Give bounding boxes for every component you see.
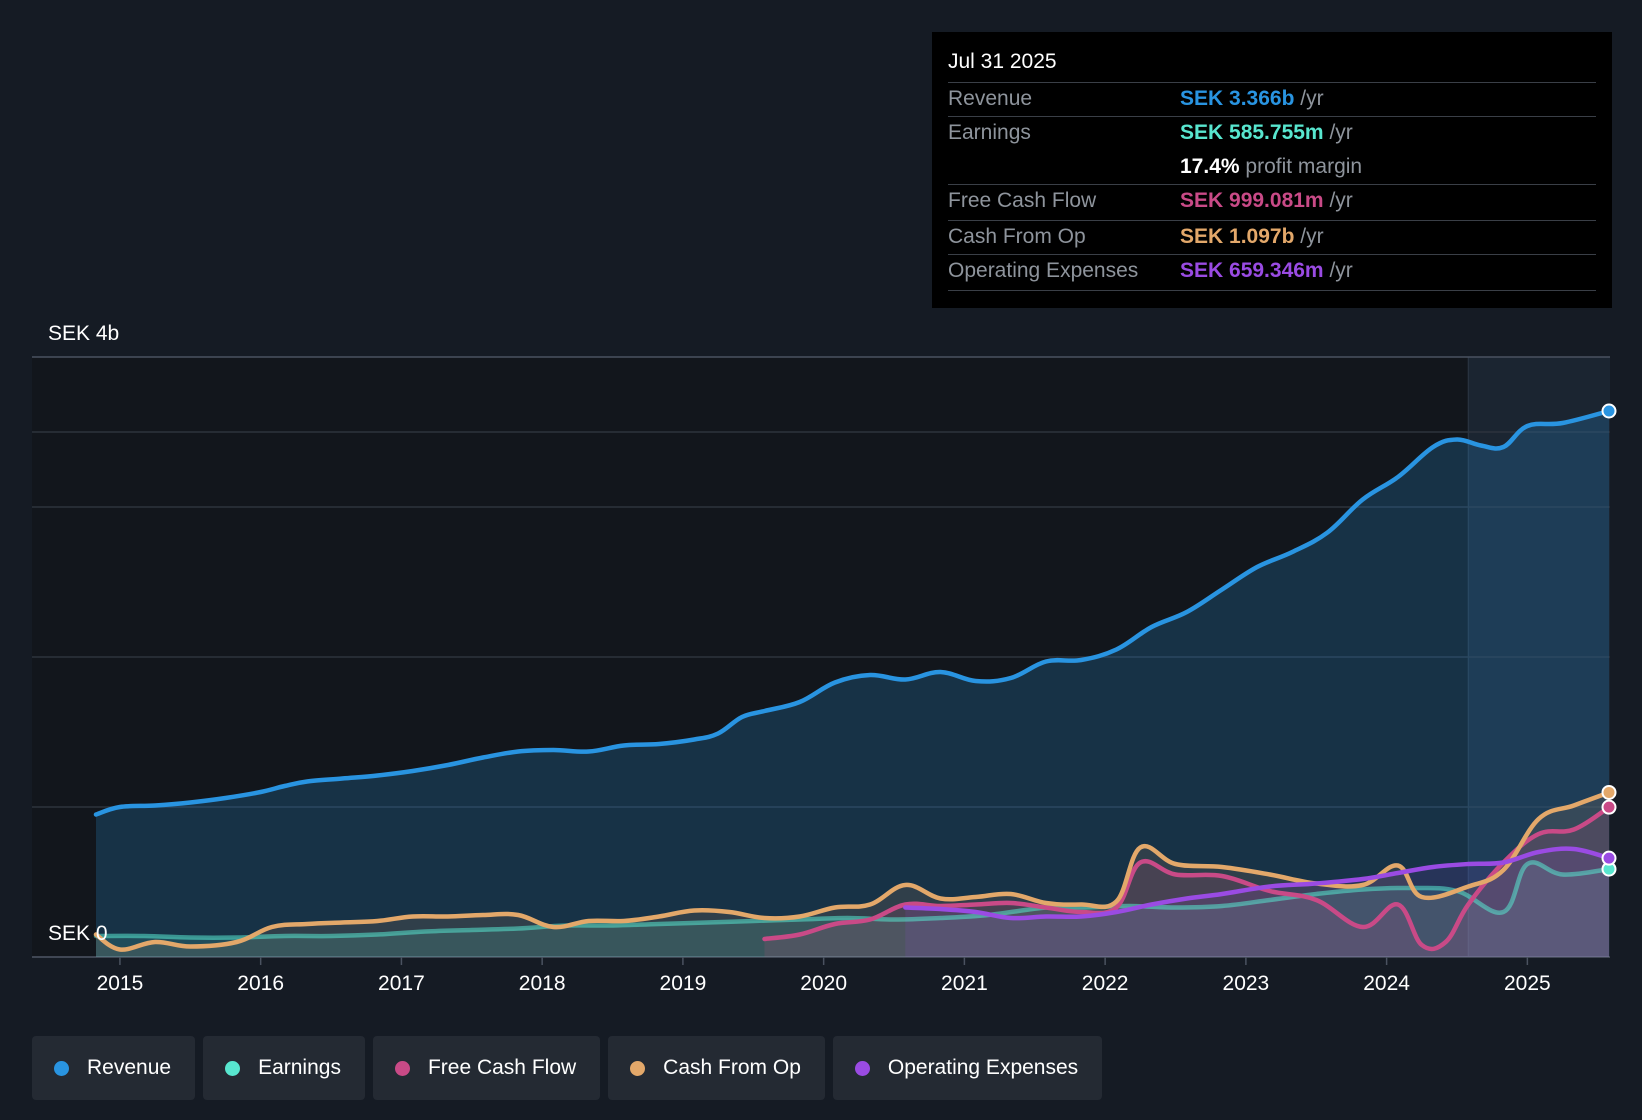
series-end-markers (1601, 403, 1617, 877)
tooltip-label: Revenue (948, 87, 1033, 110)
legend-label: Revenue (87, 1056, 172, 1079)
tooltip-row-revenue: Revenue SEK 3.366b /yr (948, 82, 1596, 115)
legend-dot-icon (394, 1060, 410, 1076)
tooltip-label: Earnings (948, 121, 1031, 144)
legend-dot-icon (225, 1060, 241, 1076)
legend-item-operating-expenses[interactable]: Operating Expenses (832, 1036, 1103, 1100)
tooltip-label: Operating Expenses (948, 259, 1139, 282)
legend-label: Operating Expenses (887, 1056, 1079, 1079)
end-marker-operating-expenses (1601, 850, 1617, 866)
x-tick-label: 2016 (237, 972, 284, 995)
x-tick-label: 2024 (1363, 972, 1410, 995)
tooltip-label: Free Cash Flow (948, 189, 1097, 212)
y-axis-zero-label: SEK 0 (48, 922, 108, 945)
gridlines (32, 356, 1610, 958)
x-axis-ticks: 2015 2016 2017 2018 2019 2020 2021 2022 2023 2024… (97, 957, 1551, 995)
tooltip-value: SEK 659.346m /yr (1180, 259, 1353, 282)
x-tick-label: 2020 (800, 972, 847, 995)
legend-item-revenue[interactable]: Revenue (32, 1036, 196, 1100)
tooltip-row-free-cash-flow: Free Cash Flow SEK 999.081m /yr (948, 184, 1596, 217)
x-tick-label: 2021 (941, 972, 988, 995)
tooltip-label: Cash From Op (948, 225, 1086, 248)
legend-dot-icon (854, 1060, 870, 1076)
tooltip-value: SEK 3.366b /yr (1180, 87, 1324, 110)
legend: Revenue Earnings Free Cash Flow Cash Fro… (32, 1036, 1103, 1100)
legend-dot-icon (54, 1060, 69, 1076)
tooltip-row-cash-from-op: Cash From Op SEK 1.097b /yr (948, 220, 1596, 253)
end-marker-revenue (1601, 403, 1617, 419)
x-tick-label: 2025 (1504, 972, 1551, 995)
series-lines (93, 408, 1612, 952)
x-tick-label: 2022 (1082, 972, 1129, 995)
line-free-cash-flow (762, 804, 1612, 952)
tooltip-value: SEK 999.081m /yr (1180, 189, 1353, 212)
tooltip-value: SEK 585.755m /yr (1180, 121, 1353, 144)
x-tick-label: 2015 (97, 972, 144, 995)
legend-label: Cash From Op (663, 1056, 801, 1079)
legend-item-free-cash-flow[interactable]: Free Cash Flow (372, 1036, 601, 1100)
line-operating-expenses (903, 846, 1612, 921)
tooltip-row-operating-expenses: Operating Expenses SEK 659.346m /yr (948, 254, 1596, 287)
legend-item-earnings[interactable]: Earnings (203, 1036, 365, 1100)
area-free-cash-flow (764, 807, 1609, 957)
x-tick-label: 2023 (1223, 972, 1270, 995)
y-axis-top-label: SEK 4b (48, 322, 119, 345)
line-revenue (93, 408, 1612, 817)
legend-item-cash-from-op[interactable]: Cash From Op (608, 1036, 825, 1100)
x-tick-label: 2017 (378, 972, 425, 995)
legend-dot-icon (630, 1060, 646, 1076)
tooltip-row-earnings: Earnings SEK 585.755m /yr 17.4% profit m… (948, 116, 1596, 183)
line-cash-from-op (93, 790, 1612, 952)
tooltip-value: SEK 1.097b /yr (1180, 225, 1324, 248)
end-marker-cash-from-op (1601, 784, 1617, 800)
x-tick-label: 2018 (519, 972, 566, 995)
end-marker-free-cash-flow (1601, 799, 1617, 815)
legend-label: Earnings (258, 1056, 341, 1079)
tooltip-panel: Jul 31 2025 Revenue SEK 3.366b /yr Earni… (932, 32, 1612, 308)
tooltip-date: Jul 31 2025 (948, 50, 1057, 73)
axes: SEK 4b SEK 0 (48, 322, 119, 945)
area-revenue (96, 411, 1609, 957)
area-earnings (96, 862, 1609, 957)
tooltip-divider (948, 290, 1596, 291)
x-tick-label: 2019 (660, 972, 707, 995)
legend-label: Free Cash Flow (427, 1056, 577, 1079)
tooltip-profit-margin: 17.4% profit margin (1180, 155, 1363, 178)
